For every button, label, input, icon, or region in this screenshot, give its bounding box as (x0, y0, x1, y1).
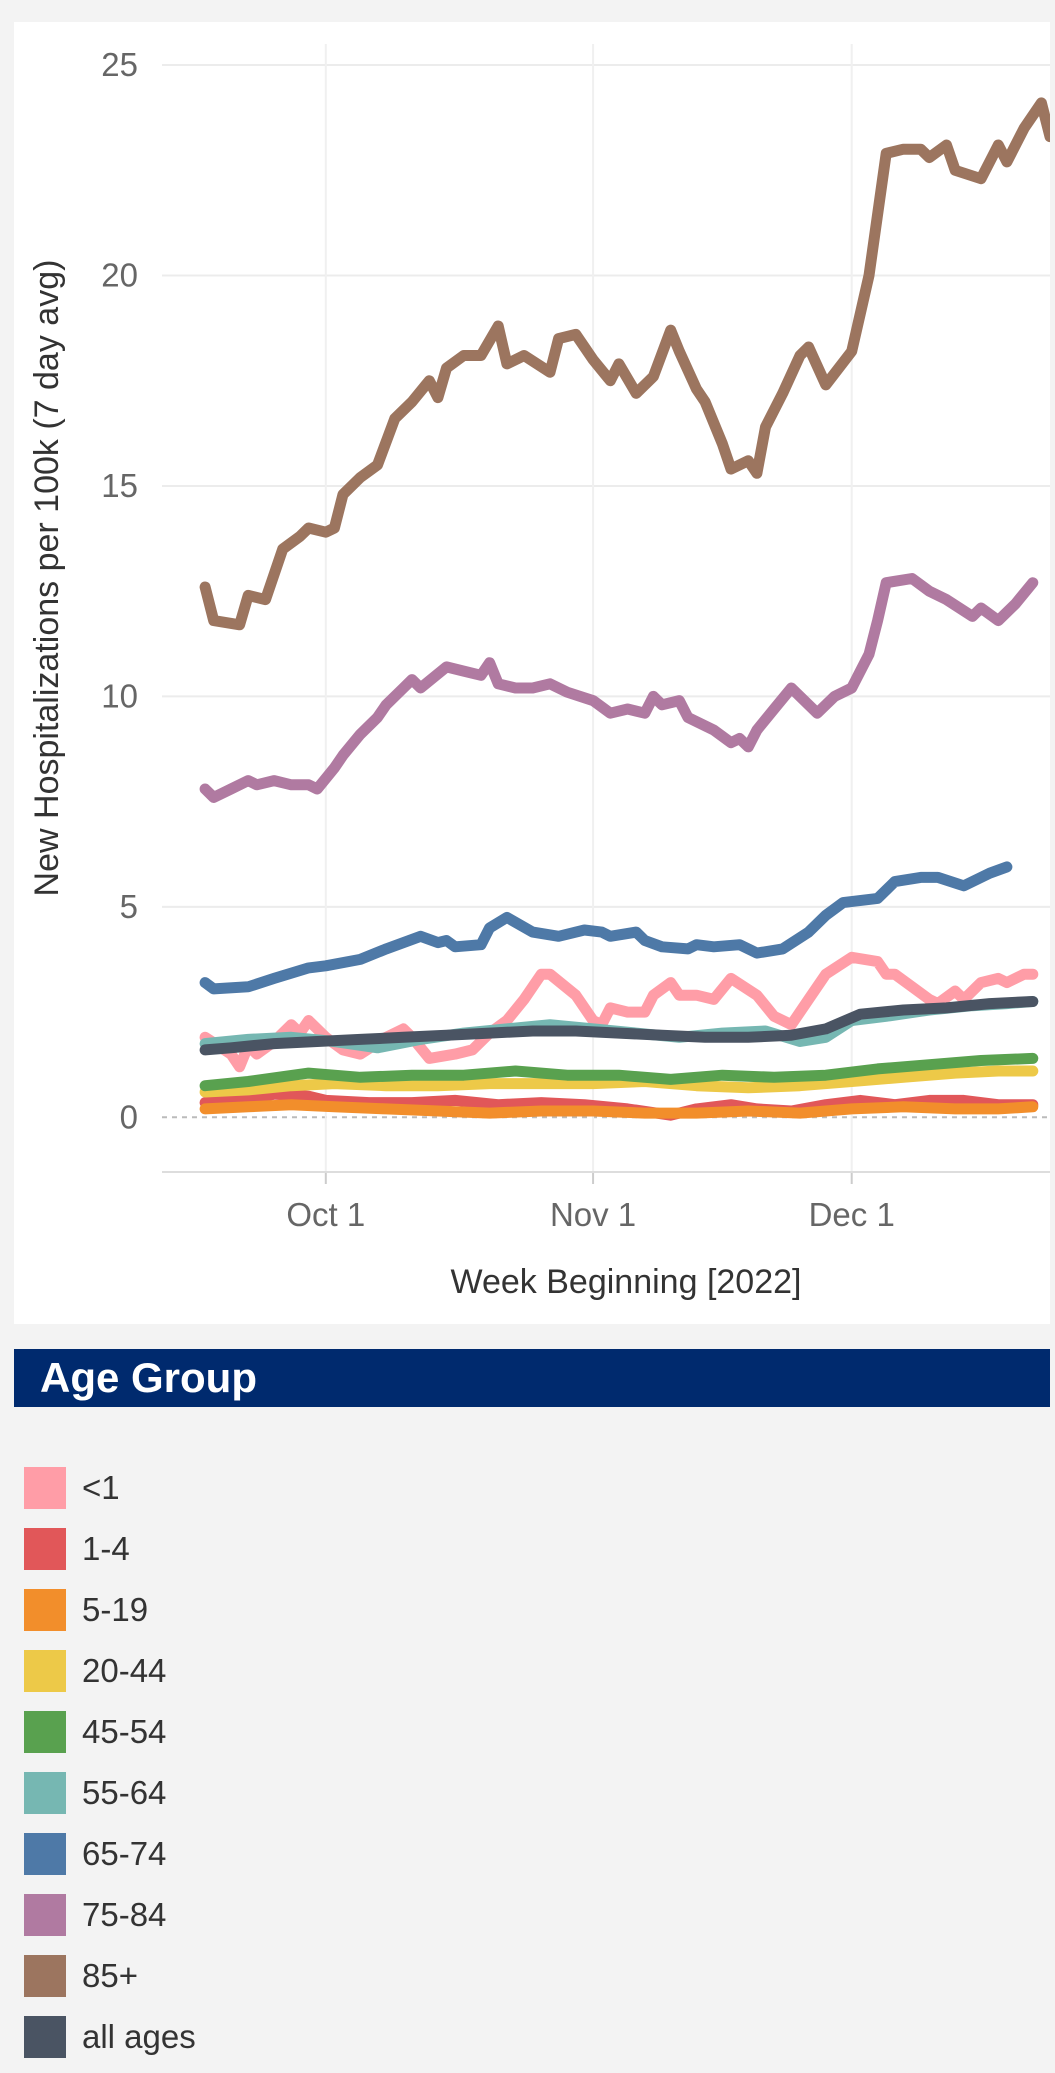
legend-item[interactable]: 75-84 (24, 1884, 196, 1945)
legend-label: 20-44 (82, 1651, 167, 1689)
legend-label: 5-19 (82, 1590, 149, 1628)
legend-item[interactable]: 45-54 (24, 1701, 196, 1762)
legend-label: 75-84 (82, 1895, 167, 1933)
legend-swatch (24, 1893, 66, 1936)
legend-item[interactable]: 1-4 (24, 1518, 196, 1579)
series-line (199, 996, 1039, 1056)
legend-label: 45-54 (82, 1712, 167, 1750)
legend-title: Age Group (14, 1349, 1050, 1407)
legend-item[interactable]: 85+ (24, 1945, 196, 2006)
series-line (199, 1065, 1039, 1098)
series-line (199, 1052, 1039, 1092)
legend-label: all ages (82, 2017, 196, 2055)
x-tick-label: Oct 1 (286, 1196, 365, 1233)
legend-swatch (24, 1771, 66, 1814)
legend-swatch (24, 1710, 66, 1753)
chart-panel: 0 5 10 15 20 25 Oct 1 Nov 1 Dec 1 Week Beginning … (14, 22, 1050, 1324)
y-tick-label: 15 (101, 467, 138, 504)
legend-label: 55-64 (82, 1773, 167, 1811)
y-tick-label: 10 (101, 677, 138, 714)
legend-label: 65-74 (82, 1834, 167, 1872)
legend-item[interactable]: 5-19 (24, 1579, 196, 1640)
legend-swatch (24, 1954, 66, 1997)
x-tick-label: Dec 1 (809, 1196, 895, 1233)
series-line (199, 861, 1013, 995)
plot-area (162, 44, 1050, 1172)
legend-swatch (24, 1588, 66, 1631)
series-line (199, 951, 1039, 1073)
legend-label: <1 (82, 1468, 120, 1506)
legend-item[interactable]: 55-64 (24, 1762, 196, 1823)
legend: <1 1-4 5-19 20-44 45-54 55-64 65-74 75-84 85+ all… (24, 1457, 196, 2067)
x-tick-label: Nov 1 (550, 1196, 636, 1233)
y-tick-label: 20 (101, 256, 138, 293)
legend-label: 1-4 (82, 1529, 130, 1567)
legend-swatch (24, 1832, 66, 1875)
y-tick-label: 5 (120, 888, 138, 925)
series-line (199, 573, 1039, 803)
legend-swatch (24, 1527, 66, 1570)
y-axis-title: New Hospitalizations per 100k (7 day avg… (28, 260, 66, 897)
legend-item[interactable]: 65-74 (24, 1823, 196, 1884)
x-axis-title: Week Beginning [2022] (451, 1263, 802, 1301)
legend-swatch (24, 1466, 66, 1509)
legend-swatch (24, 2015, 66, 2058)
y-tick-label: 25 (101, 46, 138, 83)
legend-item[interactable]: 20-44 (24, 1640, 196, 1701)
series-line (199, 1099, 1039, 1119)
series-line (199, 97, 1050, 631)
legend-item[interactable]: <1 (24, 1457, 196, 1518)
y-tick-label: 0 (120, 1098, 138, 1135)
legend-label: 85+ (82, 1956, 138, 1994)
legend-item[interactable]: all ages (24, 2006, 196, 2067)
legend-swatch (24, 1649, 66, 1692)
